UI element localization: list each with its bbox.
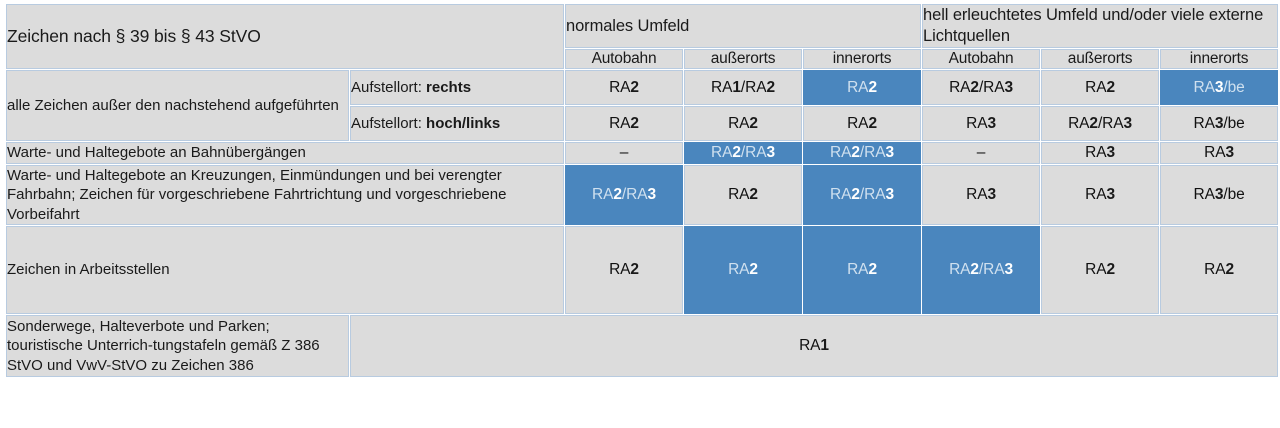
value-cell: RA2	[684, 226, 803, 315]
column-header-ausserorts-bright: außerorts	[1041, 49, 1160, 70]
table-row: Sonderwege, Halteverbote und Parken; tou…	[6, 315, 1279, 378]
column-group-bright-environment: hell erleuchtetes Umfeld und/oder viele …	[922, 4, 1279, 49]
value-cell: RA3/be	[1160, 164, 1279, 226]
column-header-innerorts-normal: innerorts	[803, 49, 922, 70]
value-cell: RA2/RA3	[565, 164, 684, 226]
header-row-groups: Zeichen nach § 39 bis § 43 StVO normales…	[6, 4, 1279, 70]
value-cell: RA3	[922, 106, 1041, 142]
value-cell: RA3/be	[1160, 106, 1279, 142]
value-cell: RA2	[1160, 226, 1279, 315]
value-cell: RA2/RA3	[922, 226, 1041, 315]
row-description: Warte- und Haltegebote an Bahnübergängen	[6, 142, 565, 164]
row-description: Warte- und Haltegebote an Kreuzungen, Ei…	[6, 164, 565, 226]
value-cell: RA2/RA3	[803, 164, 922, 226]
value-cell: RA3	[1041, 164, 1160, 226]
row-subcondition: Aufstellort: rechts	[350, 70, 565, 106]
value-cell: RA2/RA3	[1041, 106, 1160, 142]
value-cell-merged: RA1	[350, 315, 1279, 378]
reflective-sheeting-table-container: Zeichen nach § 39 bis § 43 StVO normales…	[5, 3, 1280, 425]
value-cell: RA2	[803, 226, 922, 315]
value-cell: RA2	[565, 70, 684, 106]
table-row: Zeichen in Arbeitsstellen RA2 RA2 RA2 RA2/RA…	[6, 226, 1279, 315]
value-cell: RA2/RA3	[803, 142, 922, 164]
table-body: alle Zeichen außer den nachstehend aufge…	[6, 70, 1279, 378]
column-header-autobahn-bright: Autobahn	[922, 49, 1041, 70]
table-head: Zeichen nach § 39 bis § 43 StVO normales…	[6, 4, 1279, 70]
header-row-columns: Autobahn außerorts innerorts Autobahn au…	[6, 49, 1279, 70]
table-row: Aufstellort: hoch/links RA2 RA2 RA2 RA3 RA2/R…	[6, 106, 1279, 142]
row-description: Sonderwege, Halteverbote und Parken; tou…	[6, 315, 349, 378]
value-cell: RA2	[684, 106, 803, 142]
column-header-ausserorts-normal: außerorts	[684, 49, 803, 70]
value-cell: RA2	[565, 106, 684, 142]
value-cell: RA3	[922, 164, 1041, 226]
value-cell: RA3/be	[1160, 70, 1279, 106]
value-cell: RA2	[684, 164, 803, 226]
row-subcondition: Aufstellort: hoch/links	[350, 106, 565, 142]
value-cell: –	[565, 142, 684, 164]
row-description: alle Zeichen außer den nachstehend aufge…	[6, 70, 349, 142]
value-cell: RA2	[1041, 70, 1160, 106]
table-row: alle Zeichen außer den nachstehend aufge…	[6, 70, 1279, 142]
reflective-sheeting-table: Zeichen nach § 39 bis § 43 StVO normales…	[5, 3, 1280, 379]
value-cell: –	[922, 142, 1041, 164]
table-title: Zeichen nach § 39 bis § 43 StVO	[6, 4, 565, 70]
value-cell: RA1/RA2	[684, 70, 803, 106]
value-cell: RA2	[1041, 226, 1160, 315]
value-cell: RA3	[1160, 142, 1279, 164]
value-cell: RA2	[565, 226, 684, 315]
column-group-normal-environment: normales Umfeld	[565, 4, 922, 49]
value-cell: RA2	[803, 70, 922, 106]
value-cell: RA2/RA3	[684, 142, 803, 164]
value-cell: RA2	[803, 106, 922, 142]
column-header-innerorts-bright: innerorts	[1160, 49, 1279, 70]
table-row: Warte- und Haltegebote an Kreuzungen, Ei…	[6, 164, 1279, 226]
value-cell: RA2/RA3	[922, 70, 1041, 106]
table-row: Warte- und Haltegebote an Bahnübergängen…	[6, 142, 1279, 164]
row-description: Zeichen in Arbeitsstellen	[6, 226, 565, 315]
column-header-autobahn-normal: Autobahn	[565, 49, 684, 70]
value-cell: RA3	[1041, 142, 1160, 164]
